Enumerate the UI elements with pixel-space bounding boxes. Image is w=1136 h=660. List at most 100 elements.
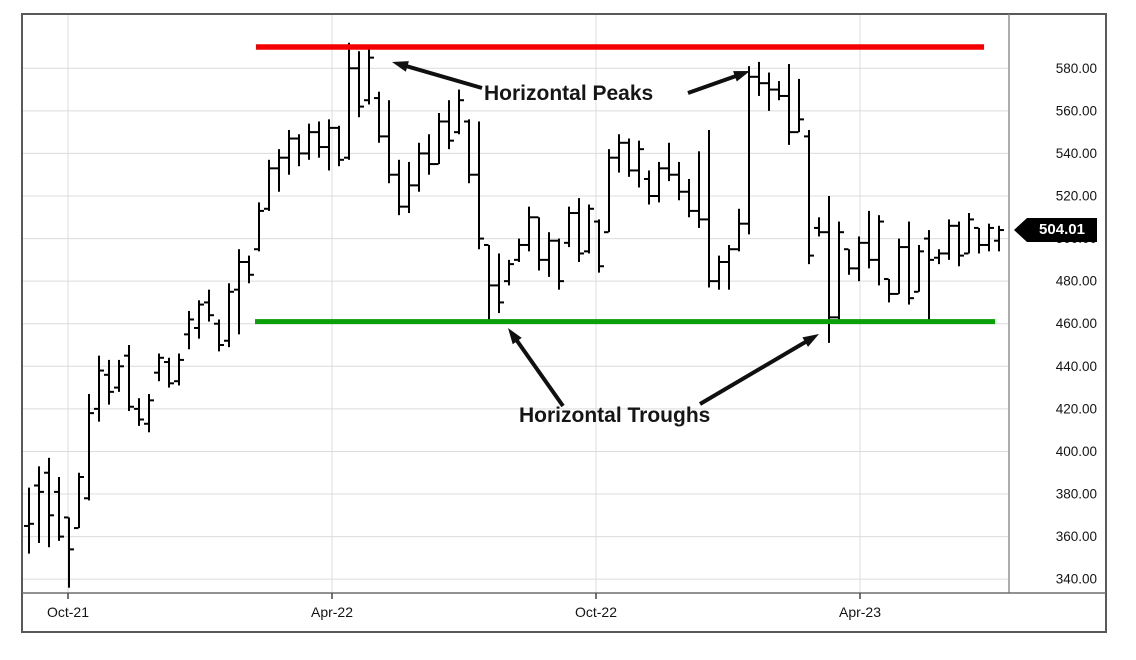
price-bar <box>984 223 994 252</box>
y-tick-label: 340.00 <box>1056 572 1097 587</box>
price-bar <box>784 64 794 145</box>
price-bar <box>764 72 774 111</box>
price-bar <box>224 283 234 348</box>
price-bar <box>724 244 734 290</box>
price-bar <box>634 140 644 188</box>
price-bar <box>524 206 534 252</box>
peaks-arrow-left <box>392 61 483 90</box>
price-bar <box>944 219 954 260</box>
price-bar <box>964 213 974 255</box>
price-bar <box>44 457 54 548</box>
axis-lines <box>22 14 1106 599</box>
y-tick-label: 580.00 <box>1056 61 1097 76</box>
price-bar <box>124 345 134 411</box>
price-bar <box>594 219 604 273</box>
price-bar <box>244 255 254 284</box>
x-tick-label: Apr-22 <box>311 604 353 620</box>
price-bar <box>654 161 664 203</box>
price-bar <box>204 289 214 322</box>
price-bar <box>74 472 84 530</box>
price-bar <box>974 226 984 254</box>
price-bar <box>704 130 714 288</box>
price-bar <box>334 125 344 167</box>
y-tick-label: 480.00 <box>1056 274 1097 289</box>
y-tick-label: 400.00 <box>1056 444 1097 459</box>
price-bar <box>814 217 824 237</box>
price-bar <box>924 230 934 322</box>
price-bar <box>94 355 104 422</box>
price-bar <box>954 221 964 267</box>
troughs-arrow-left <box>508 328 565 408</box>
price-bar <box>794 78 804 134</box>
price-bar <box>914 244 924 293</box>
price-bar <box>254 202 264 252</box>
price-bar <box>34 466 44 543</box>
trendlines <box>255 44 995 325</box>
price-bar <box>614 134 624 173</box>
price-bar <box>994 225 1004 252</box>
price-bar <box>934 249 944 265</box>
price-bar <box>104 359 114 405</box>
y-tick-label: 440.00 <box>1056 359 1097 374</box>
price-bar <box>824 196 834 343</box>
price-bar <box>714 255 724 290</box>
price-bar <box>564 206 574 248</box>
price-bar <box>874 215 884 286</box>
price-bar <box>514 238 524 262</box>
price-bar <box>184 310 194 350</box>
x-tick-label: Oct-22 <box>575 604 617 620</box>
price-bar <box>154 353 164 382</box>
price-bar <box>284 130 294 175</box>
price-bar <box>234 249 244 335</box>
price-bar <box>624 138 634 177</box>
price-bar <box>434 112 444 166</box>
price-bar <box>484 243 494 320</box>
troughs-arrow-right <box>698 334 819 406</box>
price-bar <box>904 221 914 305</box>
price-bar <box>64 516 74 588</box>
price-bar <box>804 130 814 265</box>
x-tick-label: Oct-21 <box>47 604 89 620</box>
price-bar <box>324 119 334 171</box>
price-bar <box>684 178 694 218</box>
price-bars <box>24 42 1004 588</box>
x-tick-label: Apr-23 <box>839 604 881 620</box>
price-bar <box>644 170 654 205</box>
price-bar <box>264 159 274 211</box>
last-price-tag: 504.01 <box>1014 218 1097 242</box>
price-bar <box>424 134 434 175</box>
price-bar <box>504 259 514 286</box>
price-bar <box>864 210 874 269</box>
price-bar <box>474 121 484 250</box>
price-bar <box>54 476 64 541</box>
price-bar <box>494 253 504 314</box>
y-tick-label: 420.00 <box>1056 401 1097 416</box>
price-bar <box>844 248 854 275</box>
price-bar <box>114 359 124 392</box>
price-bar <box>144 393 154 433</box>
y-tick-label: 560.00 <box>1056 103 1097 118</box>
price-bar <box>304 123 314 160</box>
price-bar <box>694 151 704 228</box>
price-bar <box>164 357 174 388</box>
price-bar <box>894 238 904 295</box>
price-bar <box>774 81 784 101</box>
price-bar <box>84 393 94 501</box>
price-bar <box>834 221 844 320</box>
price-bar <box>574 198 584 262</box>
price-bar <box>174 353 184 386</box>
price-bar <box>454 89 464 135</box>
price-bar <box>404 161 414 214</box>
price-bar <box>604 149 614 234</box>
price-bar <box>464 119 474 184</box>
price-bar <box>884 278 894 303</box>
price-bar <box>444 100 454 150</box>
x-axis-labels: Oct-21 Apr-22 Oct-22 Apr-23 <box>47 604 881 620</box>
peaks-annotation-label: Horizontal Peaks <box>484 82 654 105</box>
price-bar <box>294 134 304 167</box>
price-bar <box>344 42 354 160</box>
y-tick-label: 460.00 <box>1056 316 1097 331</box>
price-bar <box>754 61 764 96</box>
